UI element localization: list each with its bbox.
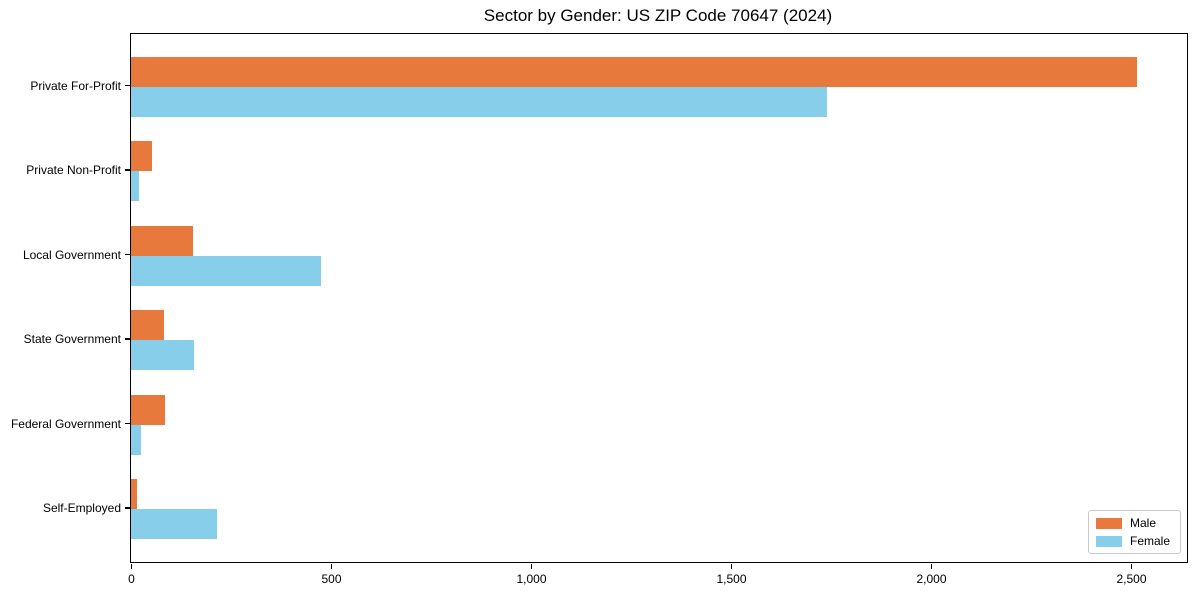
ytick-mark-6 — [125, 507, 130, 509]
ytick-mark-5 — [125, 422, 130, 425]
ytick-label-6: Self-Employed — [42, 501, 121, 516]
bars-layer — [131, 34, 1187, 562]
xtick-mark-2 — [330, 564, 333, 569]
bar-male-1 — [131, 57, 1137, 87]
ytick-label-1: Private For-Profit — [30, 78, 121, 93]
bar-female-6 — [131, 509, 217, 539]
legend-item-male: Male — [1095, 516, 1170, 530]
legend-item-female: Female — [1095, 534, 1170, 548]
bar-female-5 — [131, 425, 141, 455]
xtick-mark-5 — [930, 564, 933, 569]
ytick-label-3: Local Government — [22, 247, 121, 262]
ytick-label-4: State Government — [23, 332, 121, 347]
bar-male-3 — [131, 226, 193, 256]
female-series-swatch — [1095, 535, 1122, 547]
ytick-mark-3 — [125, 253, 130, 256]
xtick-mark-6 — [1130, 564, 1133, 569]
xtick-mark-3 — [530, 564, 533, 569]
bar-female-3 — [131, 256, 321, 286]
legend: Male Female — [1087, 510, 1181, 554]
bar-female-2 — [131, 171, 139, 201]
legend-label-female: Female — [1129, 534, 1170, 548]
bar-male-6 — [131, 479, 137, 509]
legend-label-male: Male — [1129, 516, 1156, 530]
ytick-label-2: Private Non-Profit — [26, 163, 121, 178]
bar-male-2 — [131, 141, 152, 171]
xtick-label-2: 500 — [321, 572, 342, 586]
xtick-label-3: 1,000 — [516, 572, 547, 586]
plot-area: Male Female — [130, 33, 1188, 563]
bar-male-5 — [131, 395, 165, 425]
xtick-label-4: 1,500 — [716, 572, 747, 586]
ytick-mark-4 — [125, 338, 130, 340]
ytick-mark-1 — [125, 84, 130, 87]
ytick-mark-2 — [125, 169, 130, 171]
chart-title: Sector by Gender: US ZIP Code 70647 (202… — [483, 6, 833, 25]
bar-female-1 — [131, 87, 827, 117]
xtick-label-6: 2,500 — [1116, 572, 1147, 586]
xtick-mark-4 — [730, 564, 733, 569]
xtick-mark-1 — [130, 564, 133, 569]
bar-female-4 — [131, 340, 194, 370]
bar-male-4 — [131, 310, 164, 340]
xtick-label-5: 2,000 — [916, 572, 947, 586]
xtick-label-1: 0 — [128, 572, 135, 586]
ytick-label-5: Federal Government — [10, 416, 121, 431]
male-series-swatch — [1095, 517, 1122, 529]
